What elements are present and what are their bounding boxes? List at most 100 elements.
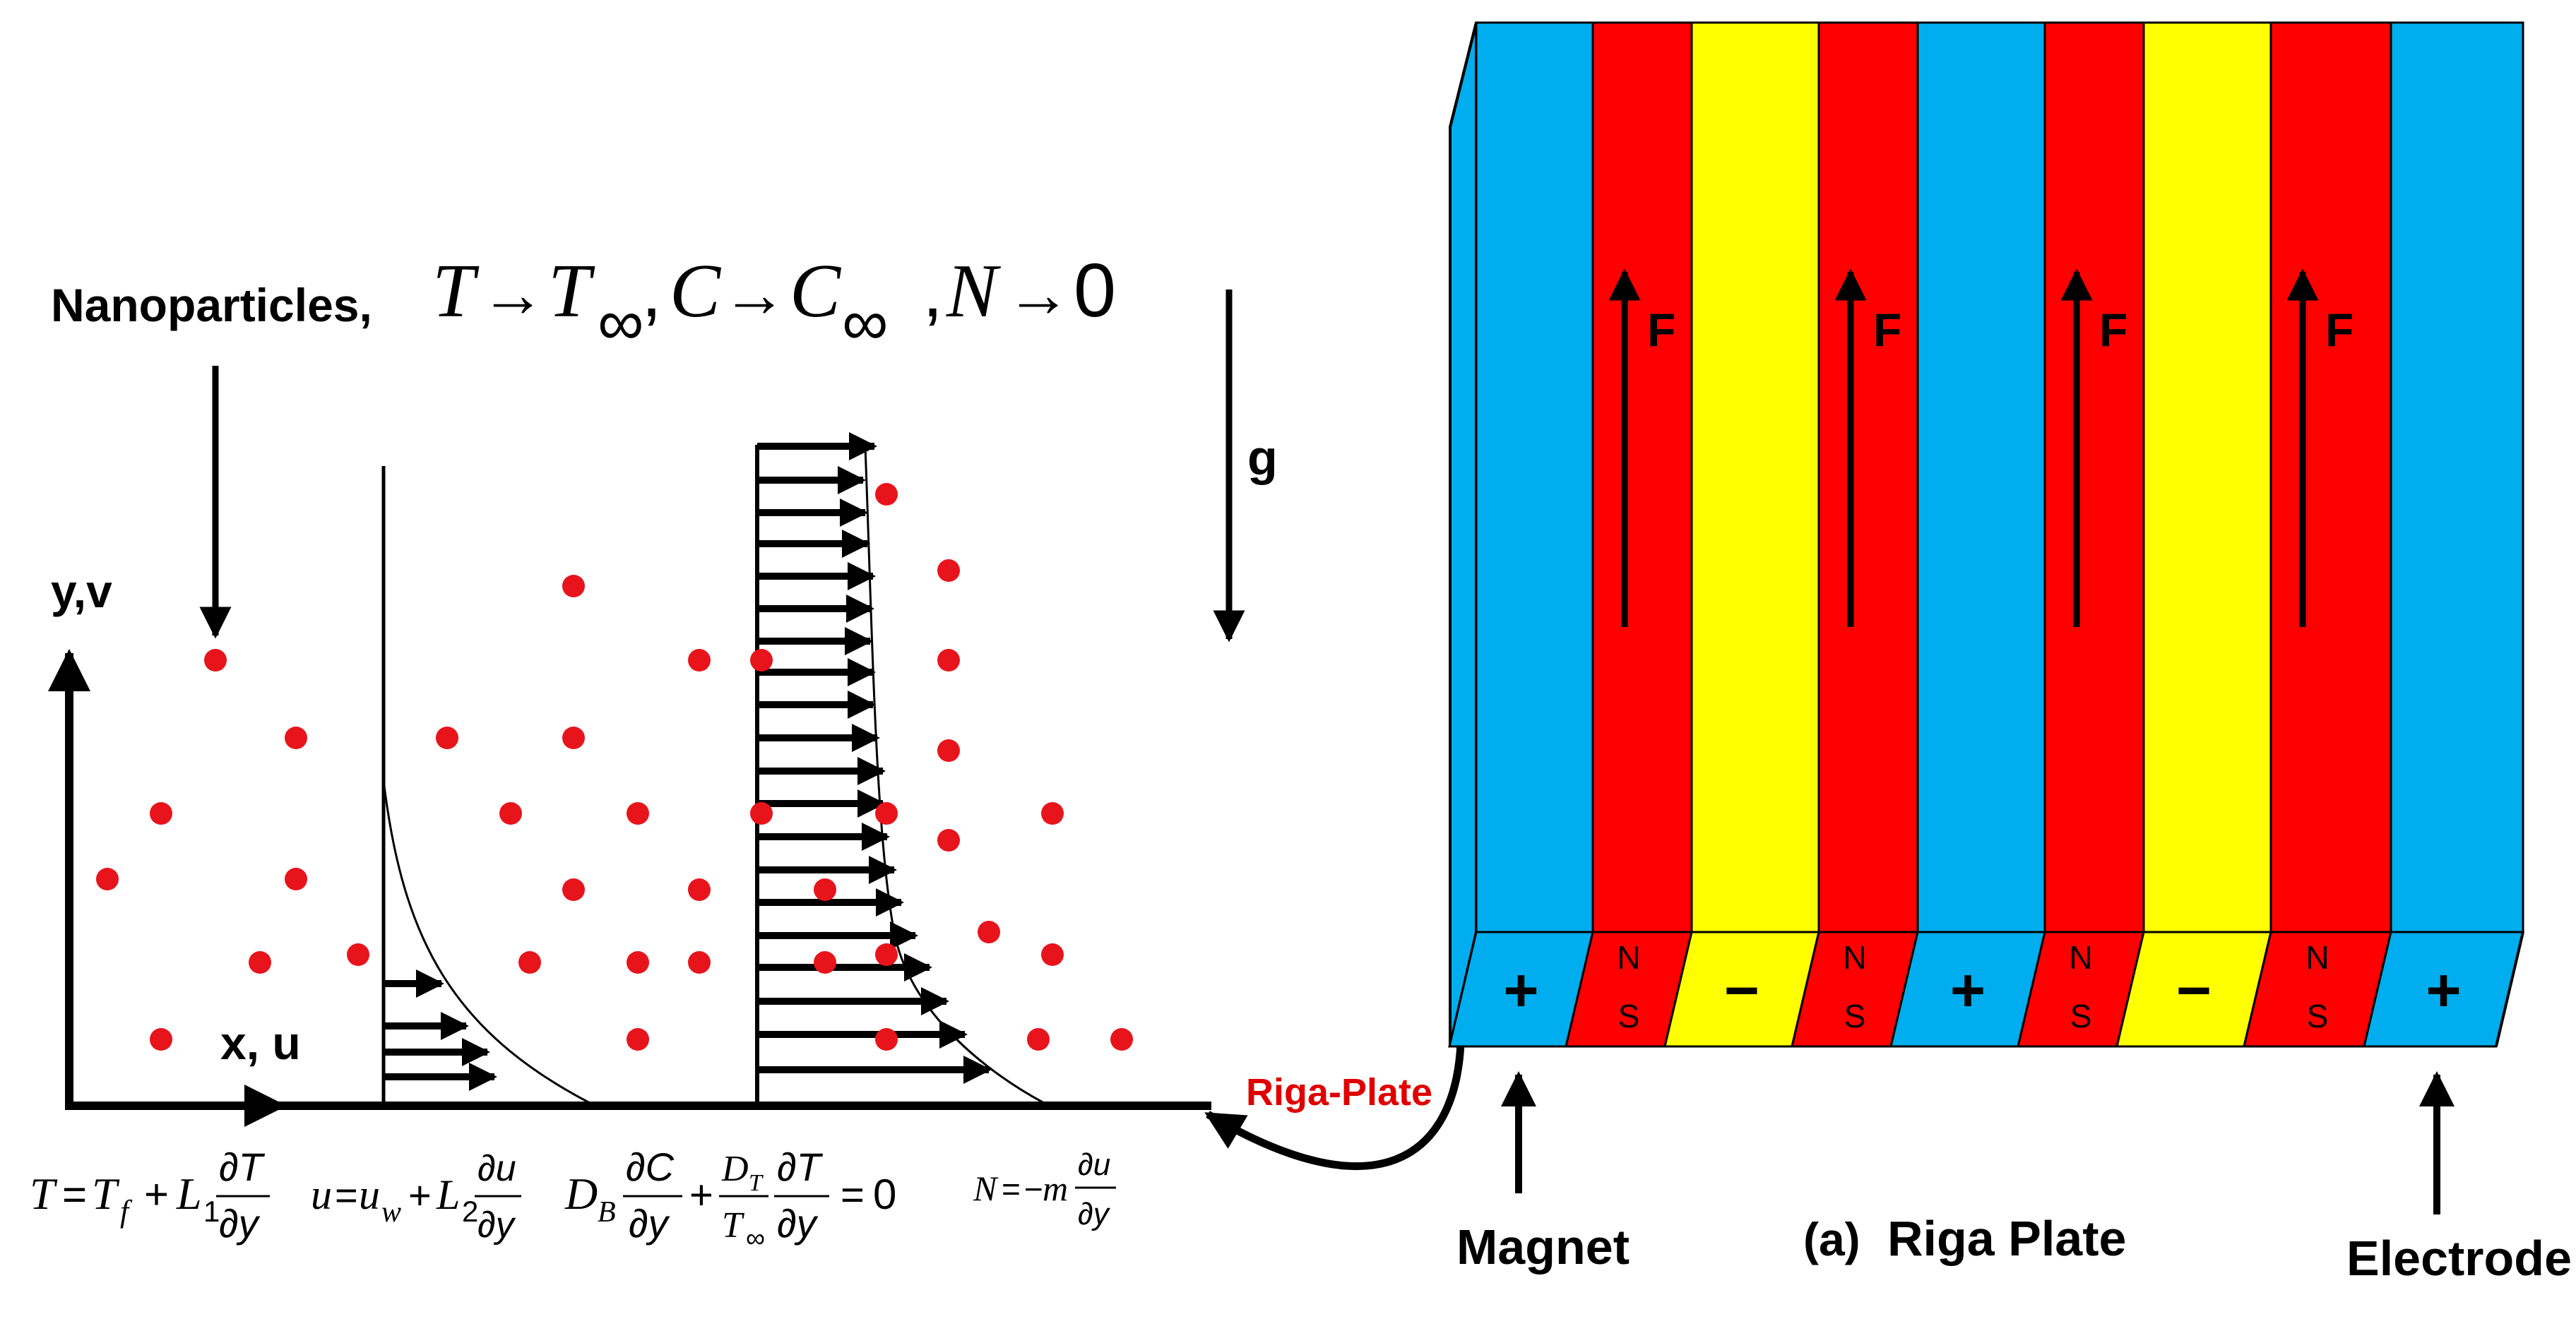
caption-prefix: (a) — [1803, 1213, 1860, 1265]
bc-concentration: D B ∂C ∂y + D T T ∞ ∂T ∂y = 0 — [564, 1145, 896, 1253]
svg-text:L: L — [176, 1169, 202, 1219]
riga-plate-caption: Riga Plate — [1887, 1211, 2126, 1266]
svg-text:f: f — [120, 1194, 133, 1229]
plate-base-edge — [2495, 931, 2524, 1047]
nanoparticle-dot — [436, 727, 458, 749]
plate-strip-red — [1591, 21, 1693, 933]
svg-text:C: C — [670, 249, 722, 333]
y-axis-label: y,v — [51, 565, 112, 617]
bc-temperature: T = T f + L 1 ∂T ∂y — [30, 1145, 270, 1246]
nanoparticle-dot — [814, 878, 836, 901]
plate-strip-red — [1817, 21, 1919, 933]
svg-text:∂y: ∂y — [629, 1201, 670, 1246]
svg-text:w: w — [381, 1196, 401, 1229]
nanoparticles-label: Nanoparticles, — [51, 279, 372, 331]
svg-text:→: → — [722, 258, 787, 330]
gravity-label: g — [1247, 430, 1278, 485]
nanoparticle-dot — [688, 951, 711, 974]
nanoparticle-dot — [875, 943, 898, 966]
svg-text:∂y: ∂y — [1078, 1197, 1111, 1231]
magnet-label: Magnet — [1456, 1219, 1630, 1275]
nanoparticle-dot — [285, 727, 307, 749]
nanoparticle-dot — [875, 483, 898, 506]
nanoparticle-dot — [518, 951, 541, 974]
svg-text:T: T — [432, 249, 480, 333]
svg-text:D: D — [721, 1149, 749, 1189]
plate-strip-yellow — [2142, 21, 2272, 933]
svg-text:L: L — [436, 1171, 460, 1218]
svg-text:B: B — [598, 1196, 616, 1229]
svg-text:→: → — [480, 258, 545, 330]
velocity-arrows-1 — [384, 969, 497, 1091]
plate-top-edge — [1449, 22, 1478, 128]
plate-strip-blue — [1475, 21, 1594, 933]
nanoparticle-dot — [814, 951, 836, 974]
nanoparticle-dot — [562, 575, 585, 597]
svg-text:N: N — [946, 249, 1002, 333]
plate-strip-yellow — [1690, 21, 1820, 933]
polarity-sign: + — [2426, 957, 2461, 1025]
pole-north: N — [2069, 939, 2092, 976]
nanoparticle-dot — [347, 943, 369, 966]
svg-text:,: , — [922, 251, 943, 333]
nanoparticle-dot — [1041, 943, 1064, 966]
svg-text:∞: ∞ — [598, 287, 644, 359]
nanoparticle-dot — [150, 1028, 172, 1051]
svg-text:=: = — [841, 1172, 865, 1218]
svg-text:=: = — [62, 1171, 87, 1218]
pole-south: S — [1618, 998, 1640, 1034]
far-field-condition: T → T ∞ , C → C ∞ , N → 0 — [432, 247, 1116, 359]
svg-text:∂T: ∂T — [219, 1145, 266, 1189]
svg-text:T: T — [548, 249, 595, 333]
svg-text:+: + — [689, 1172, 713, 1218]
svg-text:0: 0 — [1074, 247, 1116, 333]
svg-text:∂C: ∂C — [626, 1145, 675, 1189]
svg-text:T: T — [749, 1170, 764, 1196]
electrode-label: Electrode — [2346, 1231, 2572, 1286]
x-axis-label: x, u — [220, 1017, 301, 1069]
nanoparticle-dot — [688, 649, 711, 672]
plate-side-face — [1449, 22, 1478, 1046]
nanoparticle-dot — [978, 921, 1000, 943]
svg-text:∂y: ∂y — [477, 1205, 516, 1246]
svg-text:0: 0 — [873, 1171, 896, 1218]
svg-text:u: u — [311, 1171, 332, 1218]
plate-strip-red — [2269, 21, 2392, 933]
svg-text:T: T — [92, 1169, 120, 1219]
nanoparticle-dot — [627, 1028, 649, 1051]
plate-strip-red — [2043, 21, 2145, 933]
nanoparticle-dot — [1027, 1028, 1050, 1051]
bc-velocity: u = u w + L 2 ∂u ∂y — [311, 1148, 521, 1246]
svg-text:D: D — [564, 1169, 598, 1219]
svg-text:∞: ∞ — [842, 287, 889, 359]
polarity-sign: − — [1724, 957, 1759, 1025]
bc-microorganism: N = − m ∂u ∂y — [973, 1147, 1116, 1231]
svg-text:u: u — [359, 1171, 380, 1218]
plate-strip-blue — [2390, 21, 2524, 933]
nanoparticle-dot — [562, 727, 585, 749]
nanoparticle-dot — [750, 649, 773, 672]
polarity-sign: + — [1503, 957, 1538, 1025]
svg-text:1: 1 — [203, 1195, 220, 1228]
nanoparticle-dot — [150, 802, 172, 825]
nanoparticle-dot — [875, 802, 898, 825]
polarity-sign: − — [2176, 957, 2212, 1025]
nanoparticle-dot — [562, 878, 585, 901]
svg-text:∂u: ∂u — [477, 1148, 516, 1189]
nanoparticle-dot — [96, 868, 119, 890]
nanoparticle-dot — [627, 802, 649, 825]
svg-text:T: T — [30, 1169, 58, 1219]
pole-south: S — [2307, 998, 2329, 1034]
force-label: F — [1647, 304, 1675, 356]
svg-text:∂y: ∂y — [777, 1201, 819, 1246]
svg-text:N: N — [973, 1169, 999, 1208]
nanoparticle-dot — [285, 868, 307, 890]
svg-text:C: C — [790, 249, 842, 333]
nanoparticle-dot — [937, 649, 960, 672]
pole-south: S — [2070, 998, 2092, 1034]
svg-text:,: , — [641, 251, 662, 333]
